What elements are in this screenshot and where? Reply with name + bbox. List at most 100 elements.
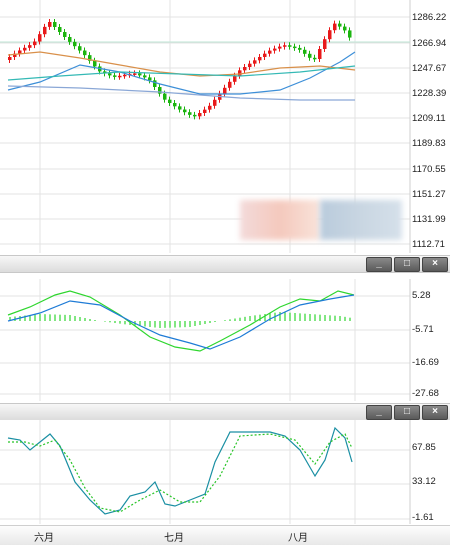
close-button[interactable]: × (422, 257, 448, 272)
candle-body (43, 26, 47, 35)
candle-body (68, 37, 72, 42)
macd-indicator-panel[interactable]: 5.28 -5.71 -16.69 -27.68 (0, 279, 450, 401)
price-axis-label: 1247.67 (412, 63, 447, 74)
candle-body (278, 46, 282, 49)
candle-body (273, 48, 277, 51)
candle-body (183, 109, 187, 113)
candle-body (208, 105, 212, 110)
candle-body (288, 45, 292, 47)
kdj-panel-header: _ □ × (0, 403, 450, 421)
blurred-watermark (320, 200, 402, 240)
macd-axis-label: 5.28 (412, 290, 431, 301)
candle-body (123, 74, 127, 77)
candle-body (198, 113, 202, 117)
moving-average-line (7, 85, 355, 101)
candle-body (103, 71, 107, 74)
candle-body (108, 73, 112, 76)
price-axis-label: 1151.27 (412, 189, 446, 200)
restore-button[interactable]: □ (394, 257, 420, 272)
candle-body (333, 23, 337, 31)
month-label: 六月 (34, 533, 54, 544)
price-axis-label: 1286.22 (412, 12, 447, 23)
candle-body (53, 22, 57, 27)
candle-body (308, 53, 312, 58)
candle-body (263, 53, 267, 57)
candle-body (298, 47, 302, 50)
candle-body (58, 27, 62, 32)
kdj-d-line (8, 433, 353, 513)
macd-dea-line (7, 294, 355, 350)
kdj-indicator-panel[interactable]: 67.85 33.12 -1.61 (0, 420, 450, 524)
kdj-axis-label: 33.12 (412, 476, 436, 487)
candle-body (73, 41, 77, 47)
price-axis-label: 1112.71 (412, 239, 445, 250)
month-label: 八月 (288, 533, 308, 544)
macd-axis-label: -5.71 (412, 324, 434, 335)
time-axis: 六月 七月 八月 (0, 525, 450, 545)
candle-body (138, 73, 142, 76)
candle-body (148, 77, 152, 81)
month-label: 七月 (164, 533, 184, 544)
price-axis-label: 1131.99 (412, 214, 446, 225)
candle-body (193, 114, 197, 117)
candle-body (203, 109, 207, 113)
candle-body (78, 46, 82, 51)
candle-body (33, 41, 37, 46)
candle-body (318, 49, 322, 59)
kdj-axis-label: -1.61 (412, 512, 434, 523)
close-button[interactable]: × (422, 405, 448, 420)
macd-chart[interactable] (0, 279, 450, 401)
candle-body (238, 70, 242, 76)
candle-body (83, 50, 87, 56)
candle-body (323, 39, 327, 49)
candle-body (248, 63, 252, 67)
candle-body (283, 45, 287, 47)
candle-body (48, 22, 52, 27)
candle-body (143, 75, 147, 78)
candle-body (163, 93, 167, 100)
macd-axis-label: -16.69 (412, 357, 439, 368)
candle-body (313, 57, 317, 60)
kdj-axis-label: 67.85 (412, 442, 436, 453)
candle-body (253, 60, 257, 64)
price-axis-label: 1228.39 (412, 88, 447, 99)
price-chart-panel[interactable]: 1286.22 1266.94 1247.67 1228.39 1209.11 … (0, 0, 450, 253)
price-axis-label: 1170.55 (412, 164, 446, 175)
candle-body (38, 34, 42, 42)
blurred-watermark (240, 200, 320, 240)
candle-body (118, 75, 122, 78)
candle-body (13, 53, 17, 57)
candle-body (328, 30, 332, 40)
candle-body (63, 32, 67, 37)
price-axis-label: 1189.83 (412, 138, 446, 149)
candle-body (303, 49, 307, 54)
restore-button[interactable]: □ (394, 405, 420, 420)
candle-body (223, 87, 227, 94)
kdj-chart[interactable] (0, 420, 450, 524)
candle-body (168, 99, 172, 103)
candle-body (268, 50, 272, 54)
candle-body (178, 106, 182, 110)
macd-panel-header: _ □ × (0, 255, 450, 273)
candle-body (228, 81, 232, 88)
candle-body (343, 26, 347, 31)
candle-body (348, 30, 352, 38)
candle-body (88, 55, 92, 61)
price-axis-label: 1209.11 (412, 113, 446, 124)
minimize-button[interactable]: _ (366, 257, 392, 272)
candle-body (18, 50, 22, 54)
minimize-button[interactable]: _ (366, 405, 392, 420)
kdj-k-line (7, 426, 353, 515)
moving-average-line (7, 51, 356, 77)
candle-body (23, 47, 27, 51)
candle-body (158, 87, 162, 94)
candle-body (8, 57, 12, 60)
candle-body (338, 23, 342, 27)
candle-body (233, 75, 237, 82)
moving-average-line (7, 65, 356, 81)
candle-body (293, 46, 297, 49)
candle-body (153, 80, 157, 87)
macd-dif-line (7, 290, 355, 352)
price-axis-label: 1266.94 (412, 38, 447, 49)
candle-body (173, 103, 177, 107)
